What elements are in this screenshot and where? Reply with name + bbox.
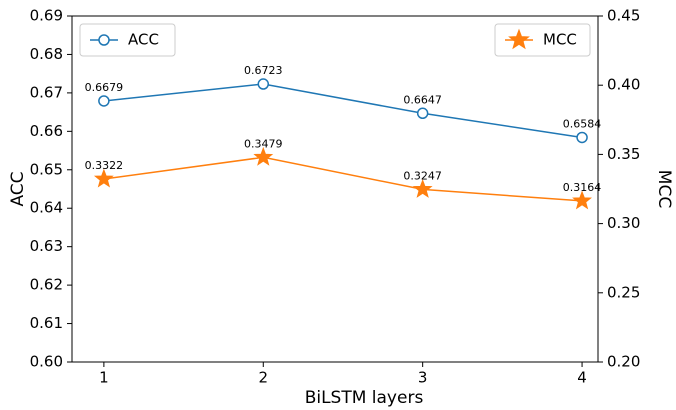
plot-frame xyxy=(71,15,599,363)
star-marker xyxy=(572,190,592,210)
data-label: 0.6723 xyxy=(244,64,283,77)
data-label: 0.3322 xyxy=(85,159,124,172)
x-tick-label: 1 xyxy=(99,369,109,387)
star-marker xyxy=(412,178,433,198)
y-axis-label: ACC xyxy=(8,171,28,206)
y-tick-label: 0.68 xyxy=(30,45,63,63)
circle-marker xyxy=(576,131,588,144)
y2-tick-label: 0.25 xyxy=(607,283,640,301)
data-label: 0.6647 xyxy=(403,93,442,106)
y-tick-label: 0.65 xyxy=(30,160,63,178)
x-tick-label: 4 xyxy=(577,369,587,387)
circle-marker xyxy=(98,95,110,107)
star-marker xyxy=(93,168,114,188)
y-tick-label: 0.69 xyxy=(30,7,63,25)
legend-label: ACC xyxy=(128,31,159,49)
legend-label: MCC xyxy=(543,31,577,49)
data-label: 0.3479 xyxy=(244,137,283,150)
data-label: 0.3247 xyxy=(403,169,442,182)
y-tick-label: 0.61 xyxy=(30,314,63,332)
y-tick-label: 0.67 xyxy=(30,83,63,101)
data-label: 0.6679 xyxy=(85,81,124,94)
series-line xyxy=(103,83,583,139)
x-tick-label: 2 xyxy=(258,369,268,387)
y-tick-label: 0.60 xyxy=(30,353,63,371)
y2-tick-label: 0.35 xyxy=(607,145,640,163)
y2-tick-label: 0.30 xyxy=(607,214,640,232)
x-tick-label: 3 xyxy=(418,369,428,387)
legend-box xyxy=(79,23,176,57)
circle-marker xyxy=(416,107,429,120)
y-tick-label: 0.66 xyxy=(30,122,63,140)
data-label: 0.6584 xyxy=(563,117,602,130)
y2-tick-label: 0.40 xyxy=(607,76,640,94)
y2-tick-label: 0.20 xyxy=(607,353,640,371)
y2-tick-label: 0.45 xyxy=(607,7,640,25)
y-tick-label: 0.62 xyxy=(30,276,63,294)
x-axis-label: BiLSTM layers xyxy=(305,388,424,408)
legend-marker xyxy=(508,28,530,50)
star-marker xyxy=(253,146,274,166)
data-label: 0.3164 xyxy=(563,181,602,194)
y2-axis-label: MCC xyxy=(654,170,674,208)
y-tick-label: 0.64 xyxy=(30,199,63,217)
y-tick-label: 0.63 xyxy=(30,237,63,255)
legend-marker xyxy=(98,34,110,46)
series-line xyxy=(103,156,583,202)
circle-marker xyxy=(257,78,270,90)
